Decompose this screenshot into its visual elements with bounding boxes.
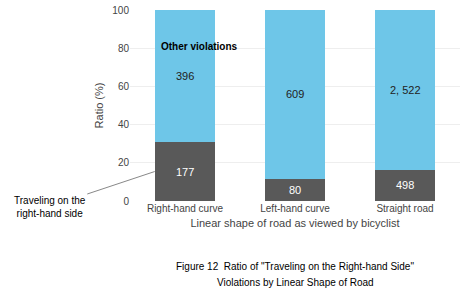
svg-text:Right-hand curve: Right-hand curve: [147, 203, 224, 214]
svg-text:Linear shape of road as viewed: Linear shape of road as viewed by bicycl…: [190, 217, 399, 229]
svg-text:80: 80: [289, 184, 301, 196]
svg-text:498: 498: [396, 179, 414, 191]
svg-text:Figure 12 Ratio of "Traveling: Figure 12 Ratio of "Traveling on the Rig…: [176, 261, 414, 272]
svg-text:Other violations: Other violations: [161, 41, 238, 52]
svg-text:2, 522: 2, 522: [390, 84, 421, 96]
svg-text:0: 0: [123, 196, 129, 207]
svg-text:396: 396: [176, 70, 194, 82]
svg-text:60: 60: [118, 81, 130, 92]
svg-text:Violations by Linear Shape of: Violations by Linear Shape of Road: [217, 277, 374, 288]
svg-text:177: 177: [176, 166, 194, 178]
svg-text:20: 20: [118, 157, 130, 168]
svg-text:Traveling on theright-hand sid: Traveling on theright-hand side: [14, 195, 86, 219]
svg-text:100: 100: [112, 5, 129, 16]
svg-text:Left-hand curve: Left-hand curve: [260, 203, 330, 214]
svg-text:Straight road: Straight road: [376, 203, 433, 214]
svg-text:Ratio (%): Ratio (%): [93, 83, 105, 129]
svg-text:609: 609: [286, 88, 304, 100]
svg-text:40: 40: [118, 119, 130, 130]
svg-text:80: 80: [118, 43, 130, 54]
